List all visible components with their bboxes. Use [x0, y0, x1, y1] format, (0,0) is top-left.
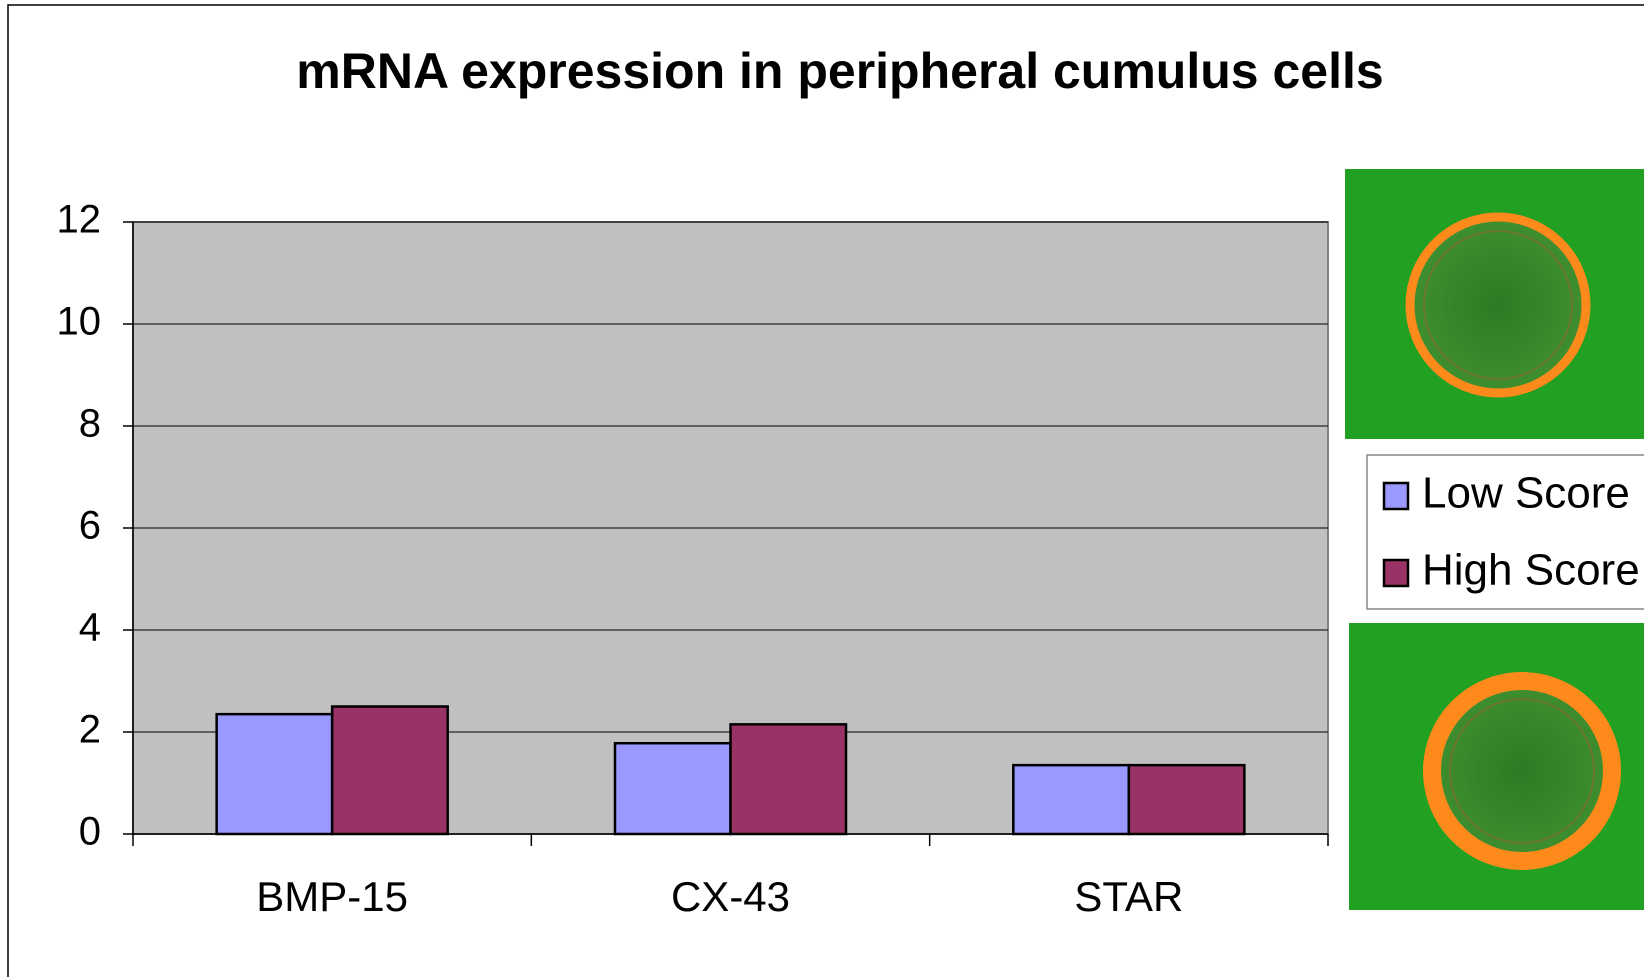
x-tick-label: BMP-15 [256, 873, 408, 920]
legend-swatch [1382, 558, 1410, 588]
legend-box [1366, 454, 1644, 610]
bar [1127, 763, 1246, 836]
bar [1012, 763, 1131, 836]
y-tick-label: 6 [79, 504, 101, 548]
bar [215, 712, 334, 836]
y-tick-label: 10 [57, 300, 102, 344]
y-tick-label: 8 [79, 402, 101, 446]
y-tick-label: 4 [79, 606, 101, 650]
x-tick-label: STAR [1074, 873, 1183, 920]
legend-label: Low Score [1422, 469, 1630, 518]
legend-label: High Score [1422, 546, 1640, 595]
y-tick-label: 2 [79, 708, 101, 752]
image-bottom [1349, 623, 1644, 910]
bar [613, 741, 732, 836]
y-tick-label: 0 [79, 810, 101, 854]
bar [729, 723, 848, 836]
image-top [1345, 169, 1644, 439]
legend-swatch [1382, 481, 1410, 511]
y-tick-label: 12 [57, 198, 102, 242]
x-tick-label: CX-43 [671, 873, 790, 920]
chart-title: mRNA expression in peripheral cumulus ce… [296, 43, 1383, 99]
bar [330, 705, 449, 836]
